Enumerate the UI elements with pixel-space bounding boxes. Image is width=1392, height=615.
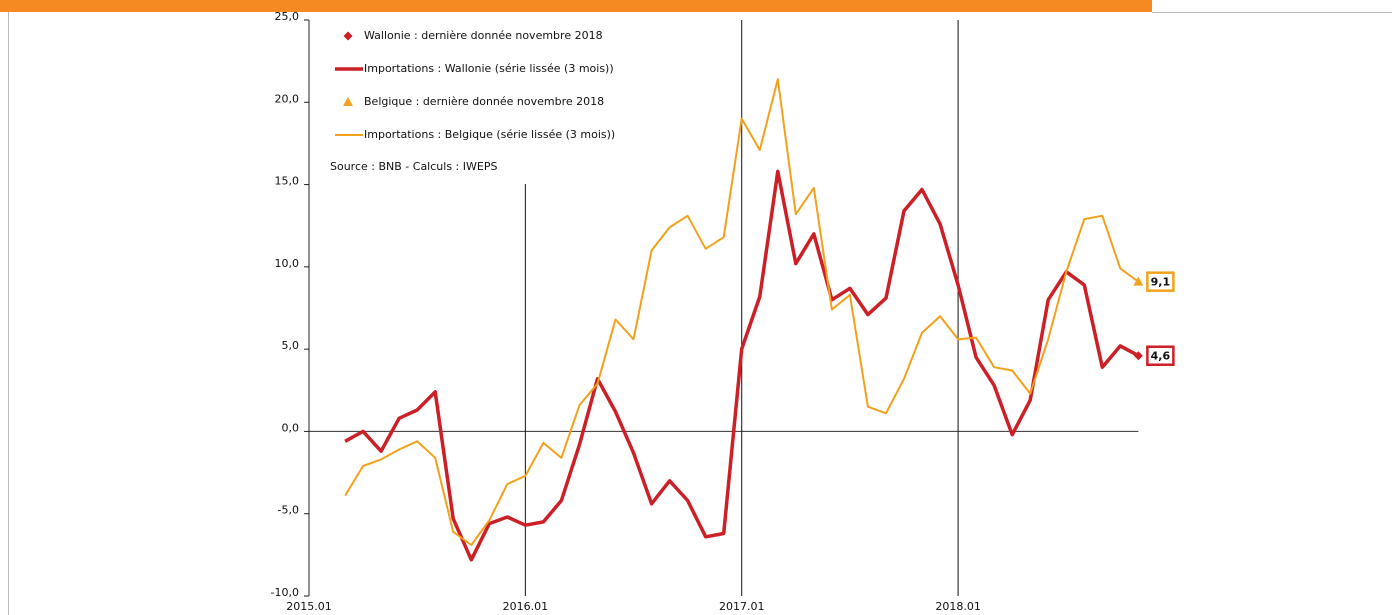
legend-label: Importations : Belgique (série lissée (3… bbox=[364, 128, 615, 141]
y-tick-label: 25,0 bbox=[275, 10, 300, 23]
value-label-box bbox=[1146, 345, 1175, 366]
value-label: 9,1 bbox=[1151, 276, 1171, 289]
value-label: 4,6 bbox=[1151, 350, 1171, 363]
x-tick-label: 2016.01 bbox=[503, 600, 549, 613]
x-tick-label: 2017.01 bbox=[719, 600, 765, 613]
y-tick-label: 0,0 bbox=[282, 421, 300, 434]
x-tick-label: 2018.01 bbox=[935, 600, 981, 613]
legend-label: Importations : Wallonie (série lissée (3… bbox=[364, 62, 614, 75]
header-bar bbox=[0, 0, 1152, 12]
y-tick-label: 10,0 bbox=[275, 257, 300, 270]
y-tick-label: -10,0 bbox=[271, 586, 299, 599]
series-line bbox=[344, 78, 1139, 546]
y-tick-label: 20,0 bbox=[275, 92, 300, 105]
legend-label: Belgique : dernière donnée novembre 2018 bbox=[364, 95, 604, 108]
y-tick-label: 15,0 bbox=[275, 175, 300, 188]
legend-label: Wallonie : dernière donnée novembre 2018 bbox=[364, 29, 603, 42]
y-tick-label: -5,0 bbox=[278, 504, 299, 517]
triangle-marker bbox=[343, 97, 353, 106]
y-tick-label: 5,0 bbox=[282, 339, 300, 352]
value-label-box bbox=[1146, 271, 1175, 292]
x-tick-label: 2015.01 bbox=[286, 600, 332, 613]
diamond-marker bbox=[343, 31, 353, 41]
series-line bbox=[344, 169, 1140, 562]
source-note: Source : BNB - Calculs : IWEPS bbox=[330, 160, 497, 173]
